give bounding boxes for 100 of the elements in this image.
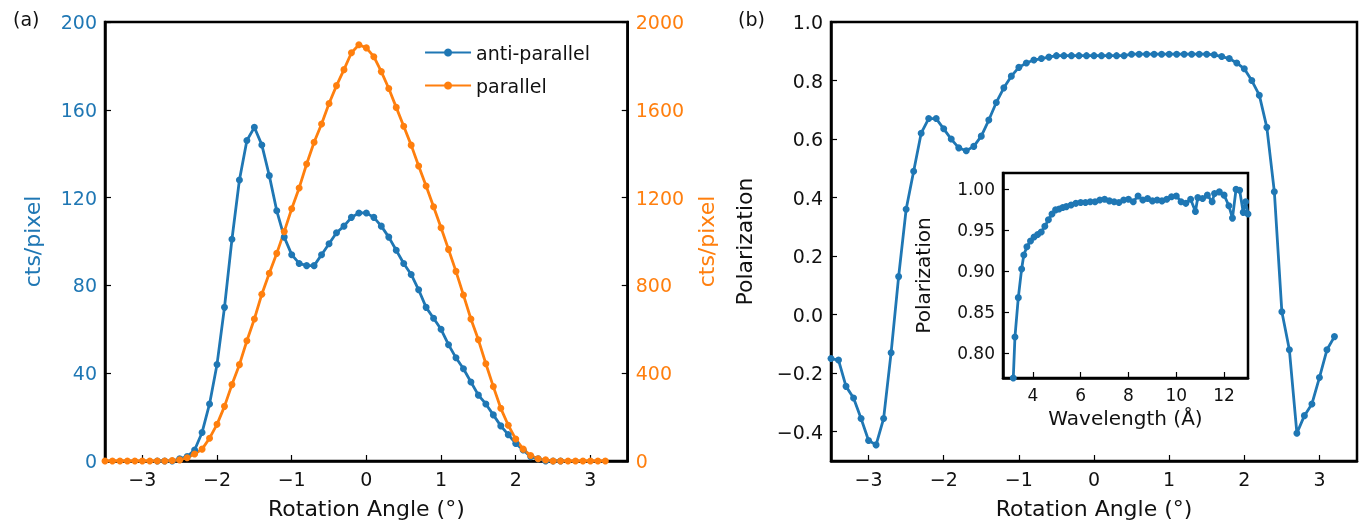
point	[213, 360, 221, 368]
y-tick-label: −0.4	[776, 420, 823, 443]
y-tick-label: 0.2	[792, 245, 823, 268]
y-tick-label: 0	[84, 450, 97, 472]
x-tick-label: 3	[1313, 467, 1326, 490]
point	[1129, 198, 1137, 206]
x-tick-label: −2	[203, 467, 232, 490]
point	[1187, 195, 1195, 203]
y2-axis-title: cts/pixel	[693, 195, 719, 288]
x-axis-title: Rotation Angle (°)	[267, 495, 465, 521]
x-tick-label: 2	[1238, 467, 1251, 490]
point	[362, 209, 370, 217]
point	[497, 422, 505, 430]
point	[310, 262, 318, 270]
y-tick-label: 80	[72, 274, 97, 297]
point	[1203, 191, 1211, 199]
point	[385, 233, 393, 241]
y-tick-label: 0.95	[957, 220, 995, 241]
point	[1023, 243, 1031, 251]
y-tick-label: 0.6	[792, 128, 823, 151]
point	[1018, 265, 1026, 273]
point	[1242, 198, 1250, 206]
point	[392, 246, 400, 254]
point	[1228, 214, 1236, 222]
point	[325, 240, 333, 248]
x-tick-label: 6	[1075, 384, 1087, 405]
point	[333, 229, 340, 237]
x-tick-label: −2	[929, 467, 958, 490]
point	[482, 400, 490, 408]
point	[445, 341, 453, 349]
point	[407, 270, 415, 278]
x-tick-label: 2	[509, 467, 522, 490]
y-tick-label: 0.90	[957, 261, 995, 282]
point	[430, 314, 438, 322]
x-axis-title: Rotation Angle (°)	[995, 495, 1193, 521]
point	[235, 176, 243, 184]
x-tick-label: 0	[1087, 467, 1101, 490]
point	[1182, 199, 1190, 207]
point	[1041, 222, 1049, 230]
point	[1020, 251, 1028, 259]
point	[377, 222, 385, 230]
point	[437, 325, 445, 333]
point	[288, 251, 296, 259]
point	[265, 172, 273, 180]
point	[474, 391, 482, 399]
point	[198, 428, 206, 436]
x-tick-label: 12	[1213, 384, 1235, 405]
y-tick-label: 0.4	[792, 186, 823, 209]
y-tick-label: 0.0	[792, 303, 823, 326]
x-axis-title: Wavelength (Å)	[1048, 406, 1203, 430]
x-tick-label: 10	[1165, 384, 1188, 405]
y-tick-label: 0.85	[957, 302, 995, 323]
chart-title: (a)	[13, 7, 40, 30]
point	[1225, 202, 1233, 210]
y-tick-label: 40	[72, 362, 97, 385]
point	[347, 213, 355, 221]
point	[1220, 191, 1228, 199]
point	[220, 303, 228, 311]
y-axis-title: cts/pixel	[19, 195, 45, 288]
legend-label: parallel	[476, 74, 547, 97]
y2-tick-label: 400	[635, 362, 673, 385]
point	[1009, 374, 1017, 382]
point	[273, 207, 281, 215]
x-tick-label: 3	[584, 467, 597, 490]
x-tick-label: 8	[1123, 384, 1134, 405]
y-axis-title: Polarization	[911, 217, 935, 334]
x-tick-label: −3	[854, 467, 883, 490]
legend-label: anti-parallel	[476, 41, 591, 64]
x-tick-label: 4	[1027, 384, 1039, 405]
point	[1215, 188, 1223, 196]
x-tick-label: −3	[128, 467, 157, 490]
point	[295, 259, 303, 267]
y-tick-label: 1.0	[792, 11, 823, 33]
point	[228, 235, 236, 243]
point	[258, 141, 266, 149]
y-tick-label: −0.2	[776, 362, 823, 385]
point	[1026, 237, 1034, 245]
point	[1014, 294, 1022, 302]
y-tick-label: 0.8	[792, 69, 823, 92]
point	[1044, 216, 1052, 224]
point	[250, 123, 258, 131]
point	[1172, 192, 1180, 200]
y-tick-label: 1.00	[957, 179, 995, 200]
point	[206, 400, 214, 408]
x-tick-label: 1	[1163, 467, 1176, 490]
point	[243, 137, 251, 145]
point	[504, 431, 512, 439]
point	[318, 251, 326, 259]
point	[415, 286, 423, 294]
y-tick-label: 120	[60, 186, 97, 209]
point	[489, 411, 497, 419]
point	[1236, 186, 1244, 194]
y2-tick-label: 2000	[635, 11, 685, 33]
y-axis-title: Polarization	[731, 177, 757, 306]
x-tick-label: −1	[277, 467, 306, 490]
point	[422, 303, 430, 311]
point	[1191, 208, 1199, 216]
x-tick-label: 1	[435, 467, 448, 490]
point	[459, 365, 467, 373]
y-tick-label: 160	[60, 98, 97, 121]
